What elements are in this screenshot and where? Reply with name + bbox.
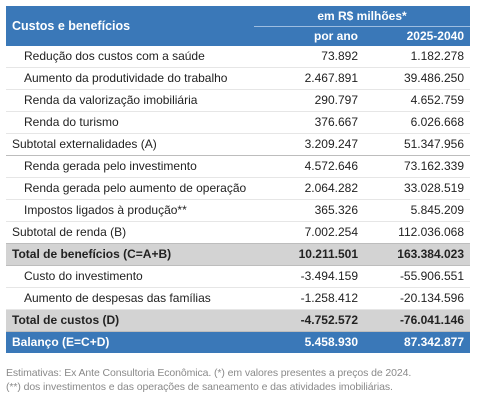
table-header: Custos e benefícios em R$ milhões* por a… bbox=[6, 6, 470, 46]
table-row: Renda gerada pelo aumento de operação 2.0… bbox=[6, 177, 470, 200]
row-value-per-year: -4.752.572 bbox=[254, 309, 364, 332]
row-value-period: 87.342.877 bbox=[364, 331, 470, 353]
row-value-period: 6.026.668 bbox=[364, 111, 470, 134]
footnote-line-2: (**) dos investimentos e das operações d… bbox=[6, 381, 393, 393]
row-value-period: 163.384.023 bbox=[364, 243, 470, 266]
row-label: Subtotal externalidades (A) bbox=[6, 133, 254, 156]
row-value-per-year: -3.494.159 bbox=[254, 265, 364, 288]
row-value-per-year: 7.002.254 bbox=[254, 221, 364, 244]
row-value-period: 33.028.519 bbox=[364, 177, 470, 200]
row-value-per-year: 376.667 bbox=[254, 111, 364, 134]
footnote: Estimativas: Ex Ante Consultoria Econômi… bbox=[6, 366, 476, 394]
row-label: Impostos ligados à produção** bbox=[6, 199, 254, 222]
row-value-per-year: 2.467.891 bbox=[254, 67, 364, 90]
balance-row: Balanço (E=C+D) 5.458.930 87.342.877 bbox=[6, 331, 470, 353]
row-label: Balanço (E=C+D) bbox=[6, 331, 254, 353]
row-value-per-year: 10.211.501 bbox=[254, 243, 364, 266]
row-value-period: -76.041.146 bbox=[364, 309, 470, 332]
cost-benefit-table: Custos e benefícios em R$ milhões* por a… bbox=[6, 6, 470, 353]
table-row: Custo do investimento -3.494.159 -55.906.5… bbox=[6, 265, 470, 288]
table-body: Redução dos custos com a saúde 73.892 1.18… bbox=[6, 46, 470, 353]
table-row: Aumento de despesas das famílias -1.258.4… bbox=[6, 287, 470, 310]
row-value-per-year: 73.892 bbox=[254, 46, 364, 68]
header-label: Custos e benefícios bbox=[6, 6, 254, 46]
row-label: Renda gerada pelo aumento de operação bbox=[6, 177, 254, 200]
row-label: Custo do investimento bbox=[6, 265, 254, 288]
table-row: Redução dos custos com a saúde 73.892 1.18… bbox=[6, 46, 470, 68]
row-value-per-year: 365.326 bbox=[254, 199, 364, 222]
row-value-per-year: 5.458.930 bbox=[254, 331, 364, 353]
row-value-period: 1.182.278 bbox=[364, 46, 470, 68]
row-value-period: 112.036.068 bbox=[364, 221, 470, 244]
table-row: Impostos ligados à produção** 365.326 5.84… bbox=[6, 199, 470, 222]
row-value-per-year: 4.572.646 bbox=[254, 155, 364, 178]
table-row: Renda do turismo 376.667 6.026.668 bbox=[6, 111, 470, 134]
cost-benefit-table-container: Custos e benefícios em R$ milhões* por a… bbox=[6, 6, 470, 353]
row-value-period: 39.486.250 bbox=[364, 67, 470, 90]
row-value-period: -20.134.596 bbox=[364, 287, 470, 310]
row-label: Total de benefícios (C=A+B) bbox=[6, 243, 254, 266]
total-row: Total de custos (D) -4.752.572 -76.041.146 bbox=[6, 309, 470, 332]
row-label: Renda gerada pelo investimento bbox=[6, 155, 254, 178]
row-label: Aumento de despesas das famílias bbox=[6, 287, 254, 310]
row-label: Subtotal de renda (B) bbox=[6, 221, 254, 244]
row-label: Total de custos (D) bbox=[6, 309, 254, 332]
row-value-period: 51.347.956 bbox=[364, 133, 470, 156]
table-row: Renda da valorização imobiliária 290.797 4… bbox=[6, 89, 470, 112]
total-row: Total de benefícios (C=A+B) 10.211.501 163… bbox=[6, 243, 470, 266]
header-unit-group: em R$ milhões* bbox=[254, 6, 470, 27]
header-per-year: por ano bbox=[254, 26, 364, 46]
row-value-period: -55.906.551 bbox=[364, 265, 470, 288]
subtotal-row: Subtotal externalidades (A) 3.209.247 51.3… bbox=[6, 133, 470, 156]
row-value-per-year: 290.797 bbox=[254, 89, 364, 112]
footnote-line-1: Estimativas: Ex Ante Consultoria Econômi… bbox=[6, 367, 412, 379]
row-value-period: 4.652.759 bbox=[364, 89, 470, 112]
row-value-per-year: 3.209.247 bbox=[254, 133, 364, 156]
row-label: Aumento da produtividade do trabalho bbox=[6, 67, 254, 90]
row-label: Renda do turismo bbox=[6, 111, 254, 134]
row-label: Renda da valorização imobiliária bbox=[6, 89, 254, 112]
table-row: Renda gerada pelo investimento 4.572.646 7… bbox=[6, 155, 470, 178]
row-value-per-year: 2.064.282 bbox=[254, 177, 364, 200]
table-row: Aumento da produtividade do trabalho 2.46… bbox=[6, 67, 470, 90]
row-value-per-year: -1.258.412 bbox=[254, 287, 364, 310]
row-value-period: 5.845.209 bbox=[364, 199, 470, 222]
row-value-period: 73.162.339 bbox=[364, 155, 470, 178]
row-label: Redução dos custos com a saúde bbox=[6, 46, 254, 68]
header-period: 2025-2040 bbox=[364, 26, 470, 46]
subtotal-row: Subtotal de renda (B) 7.002.254 112.036.06… bbox=[6, 221, 470, 244]
